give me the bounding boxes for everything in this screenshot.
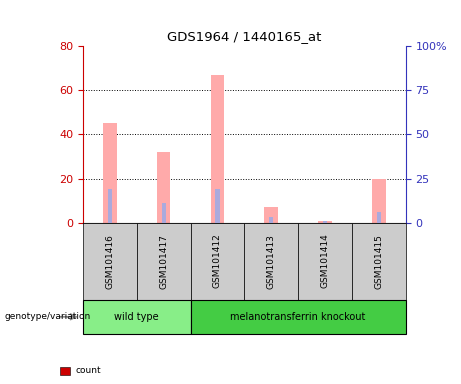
Text: melanotransferrin knockout: melanotransferrin knockout <box>230 312 366 322</box>
Text: GSM101412: GSM101412 <box>213 234 222 288</box>
Bar <box>103 123 117 223</box>
Bar <box>372 179 385 223</box>
Text: GSM101414: GSM101414 <box>320 234 330 288</box>
Bar <box>157 152 171 223</box>
Bar <box>265 207 278 223</box>
Bar <box>161 203 166 223</box>
Bar <box>323 221 327 223</box>
Title: GDS1964 / 1440165_at: GDS1964 / 1440165_at <box>167 30 321 43</box>
Text: wild type: wild type <box>114 312 159 322</box>
Text: GSM101415: GSM101415 <box>374 234 383 288</box>
Text: GSM101417: GSM101417 <box>159 234 168 288</box>
Text: GSM101416: GSM101416 <box>106 234 114 288</box>
Bar <box>211 75 224 223</box>
Bar <box>215 189 219 223</box>
Bar <box>108 189 112 223</box>
Bar <box>377 212 381 223</box>
Bar <box>318 220 332 223</box>
Text: count: count <box>76 366 101 376</box>
Text: GSM101413: GSM101413 <box>267 234 276 288</box>
Bar <box>269 217 273 223</box>
Text: genotype/variation: genotype/variation <box>5 312 91 321</box>
